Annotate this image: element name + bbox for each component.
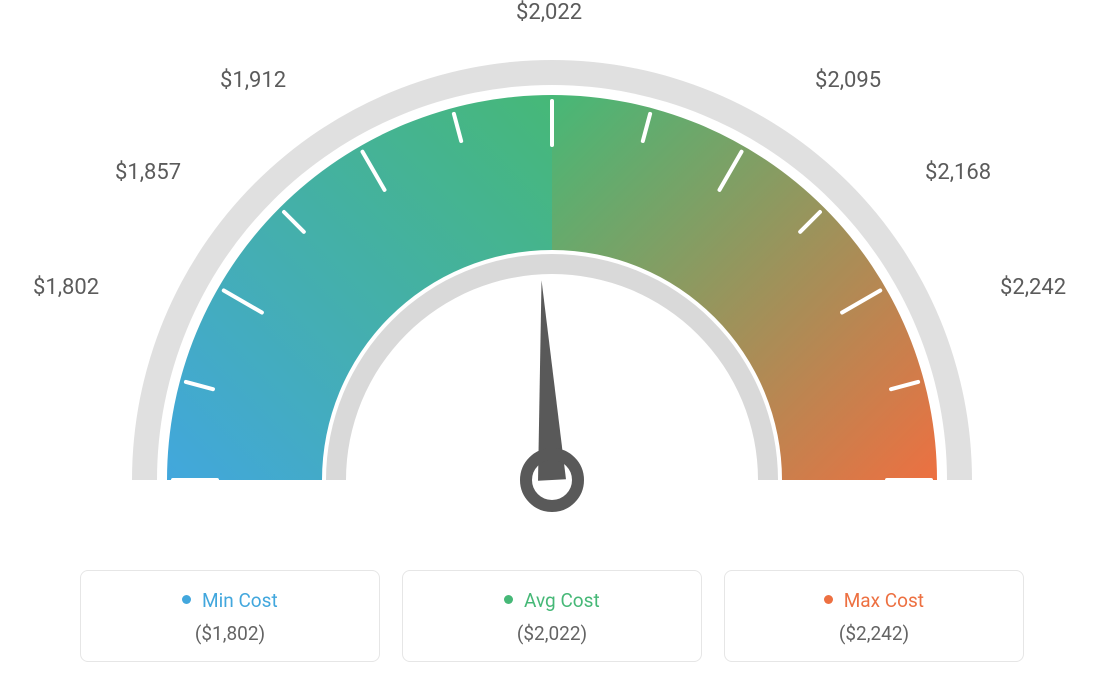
legend-card-min: Min Cost ($1,802): [80, 570, 380, 662]
legend-value-max: ($2,242): [735, 622, 1013, 645]
tick-label-2: $1,912: [220, 68, 286, 93]
legend-card-avg: Avg Cost ($2,022): [402, 570, 702, 662]
legend-dot-avg: [504, 595, 513, 604]
legend-title-min-text: Min Cost: [202, 589, 278, 612]
tick-label-6: $2,242: [1000, 275, 1066, 300]
legend-title-max: Max Cost: [735, 589, 1013, 612]
gauge-chart-container: $1,802 $1,857 $1,912 $2,022 $2,095 $2,16…: [0, 0, 1104, 690]
legend-value-avg: ($2,022): [413, 622, 691, 645]
legend-title-avg: Avg Cost: [413, 589, 691, 612]
legend-dot-min: [182, 595, 191, 604]
tick-label-4: $2,095: [815, 68, 881, 93]
tick-label-0: $1,802: [33, 275, 99, 300]
gauge-area: $1,802 $1,857 $1,912 $2,022 $2,095 $2,16…: [0, 0, 1104, 540]
tick-label-3: $2,022: [516, 0, 582, 25]
legend-dot-max: [824, 595, 833, 604]
gauge-svg: [0, 0, 1104, 540]
legend-title-avg-text: Avg Cost: [524, 589, 600, 612]
tick-label-5: $2,168: [925, 160, 991, 185]
legend-card-max: Max Cost ($2,242): [724, 570, 1024, 662]
tick-label-1: $1,857: [115, 160, 181, 185]
legend-value-min: ($1,802): [91, 622, 369, 645]
legend-row: Min Cost ($1,802) Avg Cost ($2,022) Max …: [0, 570, 1104, 662]
legend-title-min: Min Cost: [91, 589, 369, 612]
legend-title-max-text: Max Cost: [844, 589, 924, 612]
